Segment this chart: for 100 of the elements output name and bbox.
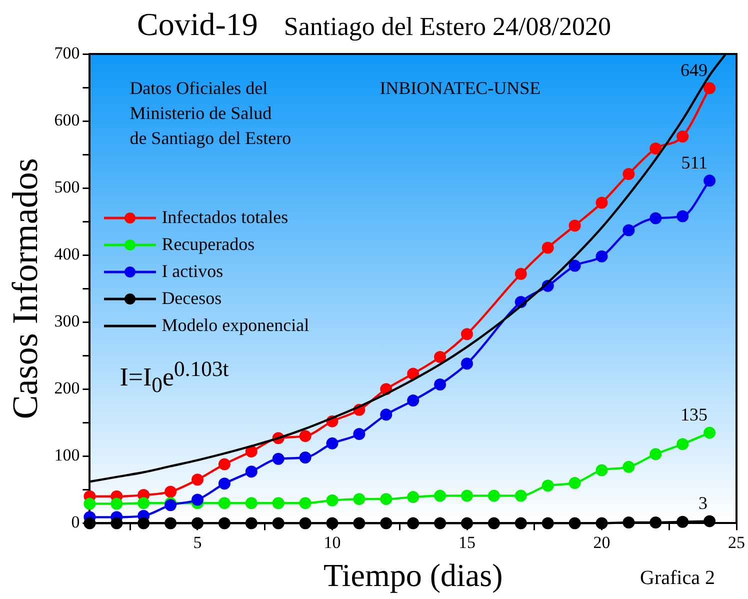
legend-label: Decesos	[162, 287, 222, 310]
point	[434, 378, 446, 390]
point	[434, 517, 446, 530]
data-label: 135	[680, 404, 708, 424]
point	[622, 516, 635, 529]
point	[622, 460, 635, 473]
point	[434, 350, 446, 363]
point	[676, 438, 689, 450]
point	[164, 486, 177, 498]
point	[299, 517, 312, 530]
x-axis-title: Tiempo (dias)	[323, 557, 503, 594]
point	[192, 474, 204, 486]
point	[218, 458, 230, 470]
point	[676, 130, 689, 142]
x-tick-label: 10	[324, 532, 341, 552]
point	[407, 394, 420, 407]
point	[596, 517, 608, 530]
y-tick-label: 200	[54, 378, 80, 398]
point	[542, 480, 554, 492]
point	[299, 452, 312, 464]
point	[380, 408, 392, 421]
point	[514, 517, 527, 530]
point	[650, 448, 662, 460]
point	[218, 478, 230, 490]
point	[138, 497, 150, 510]
point	[488, 490, 500, 502]
point	[272, 497, 284, 510]
point	[326, 517, 338, 530]
point	[192, 494, 204, 506]
point	[192, 517, 204, 530]
point	[650, 142, 662, 155]
point	[326, 437, 338, 450]
point	[568, 476, 581, 489]
point	[353, 428, 366, 440]
point	[596, 464, 608, 476]
point	[245, 517, 258, 530]
point	[138, 517, 150, 530]
x-tick-label: 5	[193, 532, 202, 552]
data-label: 3	[698, 492, 708, 513]
x-tick-label: 25	[728, 532, 745, 552]
point	[461, 328, 473, 340]
point	[542, 242, 554, 254]
chart-subtitle: Santiago del Estero 24/08/2020	[284, 12, 611, 41]
annotation: Datos Oficiales del Ministerio de Salud de Santiago del Estero	[130, 77, 292, 150]
y-tick-label: 0	[71, 512, 80, 532]
point	[110, 517, 123, 530]
point	[542, 517, 554, 530]
point	[676, 210, 689, 222]
point	[461, 358, 473, 370]
point	[461, 517, 473, 530]
point	[164, 517, 177, 530]
point	[380, 517, 392, 530]
point	[380, 493, 392, 506]
y-tick-label: 400	[54, 244, 80, 264]
point	[407, 517, 420, 530]
point	[245, 466, 258, 478]
point	[622, 168, 635, 180]
point	[596, 250, 608, 262]
point	[704, 174, 716, 187]
y-tick-label: 500	[54, 178, 80, 197]
point	[650, 516, 662, 529]
y-tick-label: 600	[54, 110, 80, 130]
point	[461, 490, 473, 502]
legend-label: Infectados totales	[162, 206, 288, 229]
point	[218, 497, 230, 510]
x-tick-label: 20	[593, 532, 610, 552]
point	[434, 490, 446, 502]
point	[514, 490, 527, 502]
text: Grafica 2	[640, 566, 715, 591]
point	[704, 82, 716, 94]
point	[326, 494, 338, 506]
point	[568, 517, 581, 530]
point	[676, 516, 689, 528]
point	[514, 268, 527, 280]
point	[353, 517, 366, 530]
point	[245, 497, 258, 510]
data-label: 649	[680, 60, 708, 80]
point	[407, 491, 420, 504]
point	[272, 452, 284, 465]
point	[704, 426, 716, 439]
point	[407, 368, 420, 380]
point	[488, 517, 500, 530]
data-label: 511	[681, 152, 708, 172]
y-tick-label: 700	[54, 43, 80, 62]
point	[704, 515, 716, 528]
x-tick-label: 15	[458, 532, 476, 552]
point	[568, 220, 581, 232]
point	[218, 517, 230, 530]
point	[84, 498, 96, 510]
point	[299, 497, 312, 510]
y-tick-label: 300	[54, 312, 80, 331]
point	[272, 517, 284, 530]
annotation: I=I$_{0}$e$^{0.103t}$	[120, 356, 229, 399]
point	[622, 224, 635, 236]
point	[299, 430, 312, 442]
legend-label: I activos	[162, 260, 224, 283]
point	[84, 517, 96, 530]
point	[245, 445, 258, 458]
point	[596, 196, 608, 209]
legend-label: Modelo exponencial	[162, 314, 310, 337]
